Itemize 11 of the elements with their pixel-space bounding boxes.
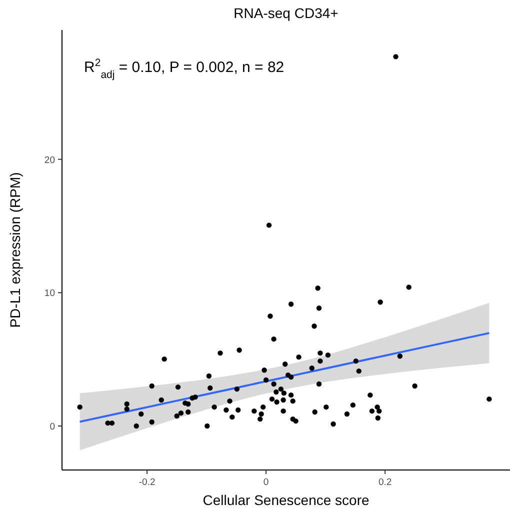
y-axis-title: PD-L1 expression (RPM) (7, 172, 23, 328)
y-tick-label: 20 (44, 154, 55, 166)
x-tick-label: 0.2 (378, 477, 392, 488)
line-series (78, 332, 490, 423)
x-tick-label: -0.2 (138, 477, 156, 488)
x-axis-title: Cellular Senescence score (202, 492, 370, 508)
annotation: R$^{2}$$_{adj}$ = 0.10, P = 0.002, n = 82 (84, 57, 284, 81)
chart-title: RNA-seq CD34+ (234, 5, 338, 21)
y-tick-label: 10 (44, 288, 55, 300)
x-tick-label: 0 (263, 477, 269, 488)
y-tick-label: 0 (50, 422, 55, 432)
